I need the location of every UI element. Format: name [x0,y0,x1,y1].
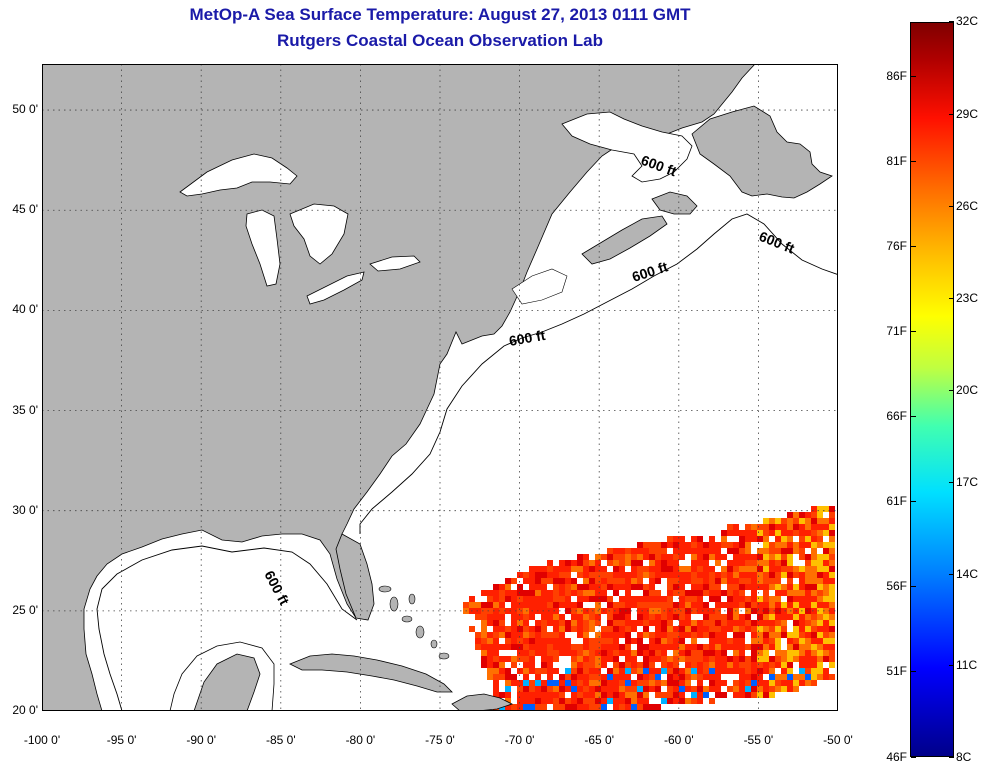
colorbar-tick [911,161,916,162]
colorbar-tick [949,757,954,758]
colorbar-fahrenheit-label: 66F [886,409,907,423]
gulf-of-st-lawrence [561,111,693,183]
lake-ontario [369,255,421,272]
cuba-island [289,653,453,693]
colorbar-tick [949,482,954,483]
colorbar-fahrenheit-label: 56F [886,579,907,593]
colorbar-tick [911,76,916,77]
colorbar-tick [911,586,916,587]
colorbar-fahrenheit-label: 81F [886,154,907,168]
newfoundland-island [691,105,833,199]
colorbar-fahrenheit-label: 61F [886,494,907,508]
latitude-tick-label: 20 0' [12,703,38,717]
map-grid [42,64,838,711]
longitude-tick-label: -50 0' [823,733,853,747]
sst-satellite-swath [463,506,835,710]
colorbar-tick [911,416,916,417]
latitude-tick-label: 50 0' [12,102,38,117]
colorbar-fahrenheit-label: 76F [886,239,907,253]
colorbar-celsius-label: 26C [956,199,979,213]
colorbar-fahrenheit-label: 86F [886,69,907,83]
colorbar-celsius-label: 8C [956,750,972,764]
colorbar-tick [949,114,954,115]
colorbar-tick [949,206,954,207]
latitude-tick-label: 25 0' [12,602,38,617]
colorbar-celsius-label: 11C [956,658,978,672]
yucatan-peninsula [193,653,261,711]
colorbar-tick [949,21,954,22]
colorbar-celsius-label: 29C [956,107,979,121]
colorbar-celsius-label: 17C [956,475,979,489]
nova-scotia-peninsula [581,215,668,265]
longitude-tick-label: -55 0' [743,733,774,747]
gulf-of-maine [511,268,568,305]
map-frame [42,64,838,711]
colorbar-tick [949,665,954,666]
colorbar-celsius-label: 23C [956,291,979,305]
colorbar-celsius-label: 14C [956,567,979,581]
lake-huron [289,203,349,265]
cape-breton-island [651,191,698,215]
longitude-tick-label: -95 0' [106,733,137,747]
longitude-tick-label: -85 0' [265,733,296,747]
latitude-tick-label: 45 0' [12,202,38,217]
shelf-contour-line [96,213,838,711]
colorbar-tick [911,671,916,672]
longitude-tick-label: -100 0' [23,733,61,747]
lake-superior [179,153,298,197]
latitude-tick-label: 35 0' [12,402,38,417]
colorbar-tick [949,574,954,575]
lake-erie [306,271,365,305]
colorbar-tick [949,298,954,299]
colorbar-tick [949,390,954,391]
map-subtitle: Rutgers Coastal Ocean Observation Lab [277,31,603,50]
latitude-tick-label: 30 0' [12,502,38,517]
colorbar-tick [911,501,916,502]
map-title: MetOp-A Sea Surface Temperature: August … [189,5,691,24]
contour-label: 600 ft [508,327,547,349]
colorbar-tick [911,246,916,247]
florida-peninsula [335,533,375,621]
shelf-contour-yucatan [169,641,275,711]
lake-michigan [245,209,281,287]
longitude-tick-label: -60 0' [663,733,694,747]
colorbar-tick [911,757,916,758]
bahamas-islands [378,585,450,660]
longitude-tick-label: -65 0' [584,733,615,747]
colorbar-celsius-label: 20C [956,383,979,397]
colorbar-fahrenheit-label: 71F [886,324,907,338]
longitude-tick-label: -80 0' [345,733,376,747]
temperature-colorbar [910,22,954,757]
colorbar-fahrenheit-label: 46F [886,750,907,764]
longitude-tick-label: -75 0' [425,733,455,747]
longitude-tick-label: -90 0' [186,733,217,747]
colorbar-tick [911,331,916,332]
colorbar-celsius-label: 32C [956,14,979,28]
latitude-tick-label: 40 0' [12,302,38,317]
hispaniola-island [451,693,514,711]
colorbar-fahrenheit-label: 51F [886,664,907,678]
longitude-tick-label: -70 0' [504,733,535,747]
